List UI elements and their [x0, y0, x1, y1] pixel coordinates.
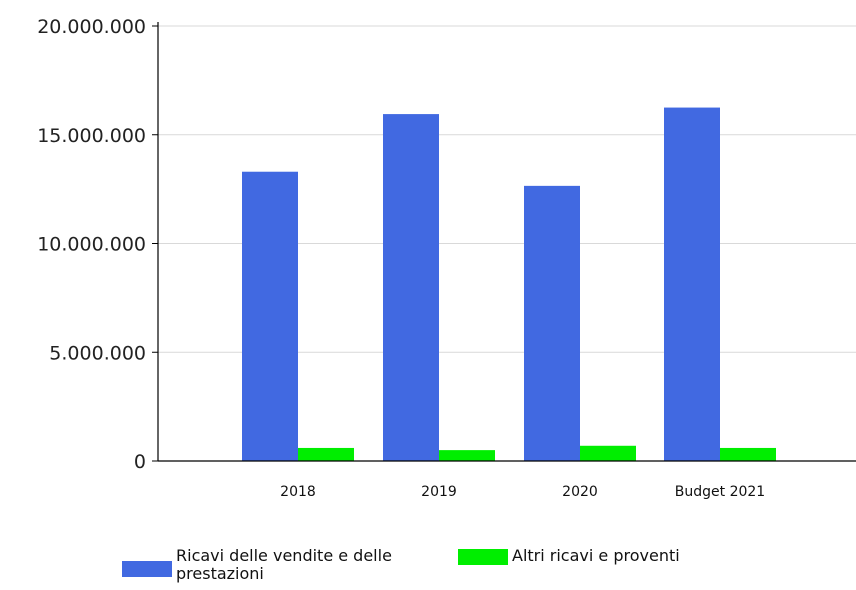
bars: [242, 107, 776, 462]
legend-swatch-altri: [458, 549, 508, 565]
x-tick-label: 2018: [280, 484, 316, 500]
bar-altri-2018: [298, 447, 354, 461]
y-tick-label: 5.000.000: [49, 342, 146, 364]
y-tick-label: 0: [134, 451, 146, 473]
bar-ricavi-2018: [242, 171, 298, 461]
bar-ricavi-2019: [383, 114, 439, 462]
x-tick-label: 2019: [421, 484, 457, 500]
y-tick-label: 10.000.000: [37, 234, 146, 256]
bar-ricavi-2020: [524, 185, 580, 462]
x-tick-label: 2020: [562, 484, 598, 500]
bar-altri-2020: [580, 445, 636, 461]
x-axis-tick-labels: 2018 2019 2020 Budget 2021: [280, 484, 765, 500]
x-tick-label: Budget 2021: [675, 484, 765, 500]
bar-altri-2019: [439, 450, 495, 461]
bar-chart: 0 5.000.000 10.000.000 15.000.000 20.000.000…: [37, 16, 856, 500]
legend-swatch-ricavi: [122, 561, 172, 577]
y-tick-label: 20.000.000: [37, 16, 146, 38]
legend-item-ricavi: Ricavi delle vendite e delle prestazioni: [122, 547, 448, 583]
y-axis-tick-labels: 0 5.000.000 10.000.000 15.000.000 20.000.000: [37, 16, 146, 473]
legend-item-altri: Altri ricavi e proventi: [458, 547, 792, 565]
y-tick-label: 15.000.000: [37, 125, 146, 147]
legend: Ricavi delle vendite e delle prestazioni…: [122, 547, 822, 589]
bar-altri-budget-2021: [720, 447, 776, 461]
axes: [152, 22, 856, 462]
legend-label-altri: Altri ricavi e proventi: [512, 546, 680, 565]
legend-label-ricavi: Ricavi delle vendite e delle prestazioni: [176, 546, 392, 583]
bar-ricavi-budget-2021: [664, 107, 720, 461]
